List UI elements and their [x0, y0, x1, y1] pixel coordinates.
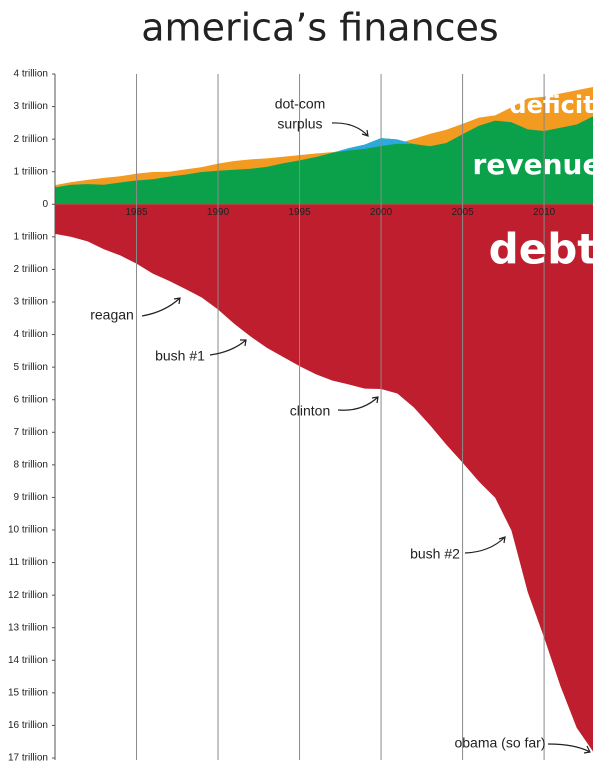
y-tick-label: 3 trillion	[14, 101, 48, 112]
arrow	[331, 122, 369, 137]
y-tick-label: 8 trillion	[14, 459, 48, 470]
y-tick-label: 4 trillion	[14, 69, 48, 80]
arrow	[141, 297, 181, 317]
y-tick-label: 13 trillion	[8, 622, 48, 633]
chart-title: america’s finances	[141, 6, 498, 50]
y-tick-label: 3 trillion	[14, 297, 48, 308]
series-label: debt	[489, 225, 598, 274]
arrow	[547, 743, 591, 754]
y-tick-label: 12 trillion	[8, 590, 48, 601]
y-tick-label: 16 trillion	[8, 720, 48, 731]
revenue-area	[55, 116, 593, 205]
grid	[136, 74, 545, 760]
arrow	[464, 536, 506, 554]
annotation: obama (so far)	[454, 735, 545, 751]
y-tick-label: 7 trillion	[14, 427, 48, 438]
x-tick-label: 2010	[533, 207, 556, 218]
annotation: clinton	[290, 403, 330, 419]
series-label: revenue	[473, 148, 600, 181]
debt-area	[55, 204, 593, 752]
annotation: dot-com	[275, 96, 326, 112]
arrow	[209, 339, 247, 356]
arrow	[337, 396, 379, 411]
x-tick-label: 2005	[451, 207, 474, 218]
y-tick-label: 1 trillion	[14, 231, 48, 242]
y-tick-label: 14 trillion	[8, 655, 48, 666]
x-tick-label: 1995	[288, 207, 311, 218]
x-tick-label: 1990	[207, 207, 230, 218]
y-tick-label: 4 trillion	[14, 329, 48, 340]
x-tick-label: 1985	[125, 207, 148, 218]
y-tick-label: 17 trillion	[8, 753, 48, 764]
y-tick-label: 0	[42, 199, 48, 210]
annotation: surplus	[277, 116, 322, 132]
plot-area	[55, 87, 593, 752]
y-tick-label: 15 trillion	[8, 687, 48, 698]
annotation: bush #1	[155, 348, 205, 364]
y-tick-label: 9 trillion	[14, 492, 48, 503]
y-tick-label: 2 trillion	[14, 264, 48, 275]
y-tick-label: 2 trillion	[14, 134, 48, 145]
y-tick-label: 11 trillion	[9, 557, 48, 568]
y-tick-label: 1 trillion	[14, 166, 48, 177]
annotation: bush #2	[410, 546, 460, 562]
series-label: deficit	[509, 91, 594, 119]
annotation: reagan	[90, 307, 134, 323]
x-tick-label: 2000	[370, 207, 393, 218]
y-tick-label: 5 trillion	[14, 362, 48, 373]
labels: 1985 1990 1995 2000 2005 2010 4 trillion 3 tril…	[8, 69, 556, 764]
y-tick-label: 6 trillion	[14, 394, 48, 405]
y-tick-label: 10 trillion	[8, 525, 48, 536]
